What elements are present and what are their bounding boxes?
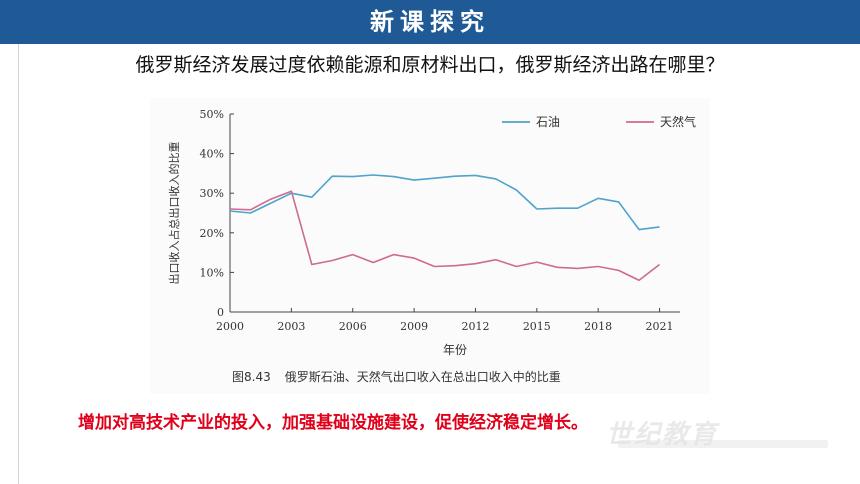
x-tick-label: 2003 bbox=[277, 320, 305, 333]
figure-caption-text: 俄罗斯石油、天然气出口收入在总出口收入中的比重 bbox=[284, 370, 561, 384]
conclusion-text: 增加对高技术产业的投入，加强基础设施建设，促使经济稳定增长。 bbox=[78, 413, 588, 433]
legend-label-gas: 天然气 bbox=[660, 114, 696, 129]
y-tick-label: 20% bbox=[200, 227, 224, 240]
series-line-gas bbox=[229, 190, 660, 282]
x-tick-label: 2009 bbox=[400, 320, 428, 333]
y-tick-label: 40% bbox=[200, 148, 224, 161]
figure-background bbox=[150, 98, 710, 394]
legend-label-oil: 石油 bbox=[536, 115, 560, 129]
y-tick-label: 50% bbox=[200, 108, 224, 121]
left-divider bbox=[18, 44, 19, 484]
x-tick-label: 2006 bbox=[339, 320, 367, 333]
x-tick-label: 2000 bbox=[216, 320, 244, 333]
x-axis-title: 年份 bbox=[443, 343, 467, 357]
y-tick-label: 0 bbox=[217, 306, 224, 319]
x-tick-label: 2012 bbox=[461, 320, 489, 333]
figure-caption: 图8.43 俄罗斯石油、天然气出口收入在总出口收入中的比重 bbox=[232, 368, 561, 385]
x-tick-label: 2015 bbox=[523, 320, 551, 333]
figure-number: 图8.43 bbox=[232, 370, 271, 384]
watermark-strip bbox=[618, 440, 828, 448]
question-text: 俄罗斯经济发展过度依赖能源和原材料出口，俄罗斯经济出路在哪里？ bbox=[135, 54, 725, 76]
series-line-oil bbox=[229, 174, 660, 231]
x-tick-label: 2018 bbox=[584, 320, 612, 333]
export-share-chart: 0 10% 20% 30% 40% 50% 2000 2003 2006 2009 2012 2015… bbox=[167, 108, 696, 357]
y-tick-label: 30% bbox=[200, 187, 224, 200]
x-tick-label: 2021 bbox=[646, 320, 674, 333]
y-axis-title: 出口收入占总出口收入的比重 bbox=[167, 142, 181, 285]
y-tick-label: 10% bbox=[200, 266, 224, 279]
page-title: 新课探究 bbox=[370, 8, 490, 36]
header-banner bbox=[0, 0, 860, 44]
